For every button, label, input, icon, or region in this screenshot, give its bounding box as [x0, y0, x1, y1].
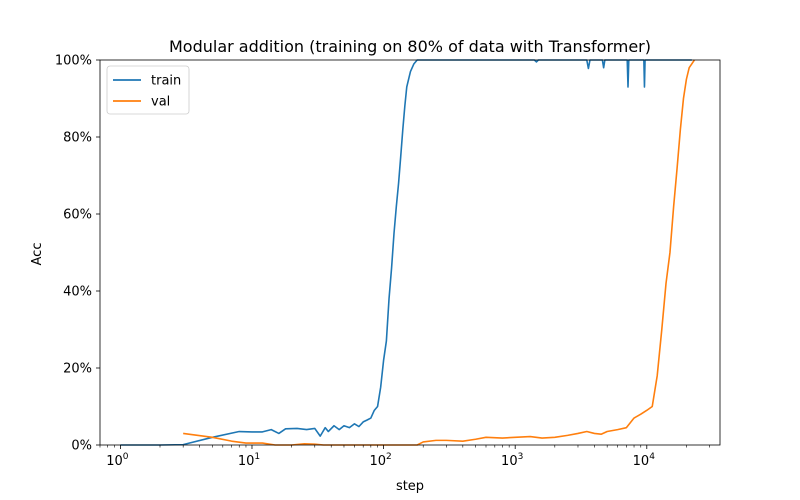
- series-line-val: [183, 59, 696, 446]
- chart-title: Modular addition (training on 80% of dat…: [169, 37, 651, 56]
- legend-box: [106, 65, 190, 115]
- x-axis-title: step: [396, 479, 424, 494]
- y-tick-label: 20%: [63, 362, 92, 377]
- y-tick-label: 40%: [63, 285, 92, 300]
- axes-frame: [99, 59, 721, 446]
- legend-label-train: train: [151, 74, 181, 89]
- plot-area: 0%20%40%60%80%100%100 101 102 103 104: [55, 54, 721, 469]
- y-axis-title: Acc: [30, 243, 45, 266]
- y-tick-label: 80%: [63, 131, 92, 146]
- y-tick-label: 60%: [63, 208, 92, 223]
- legend: train val: [106, 65, 190, 115]
- y-tick-label: 0%: [71, 439, 92, 454]
- legend-label-val: val: [151, 95, 170, 110]
- y-tick-label: 100%: [55, 54, 92, 69]
